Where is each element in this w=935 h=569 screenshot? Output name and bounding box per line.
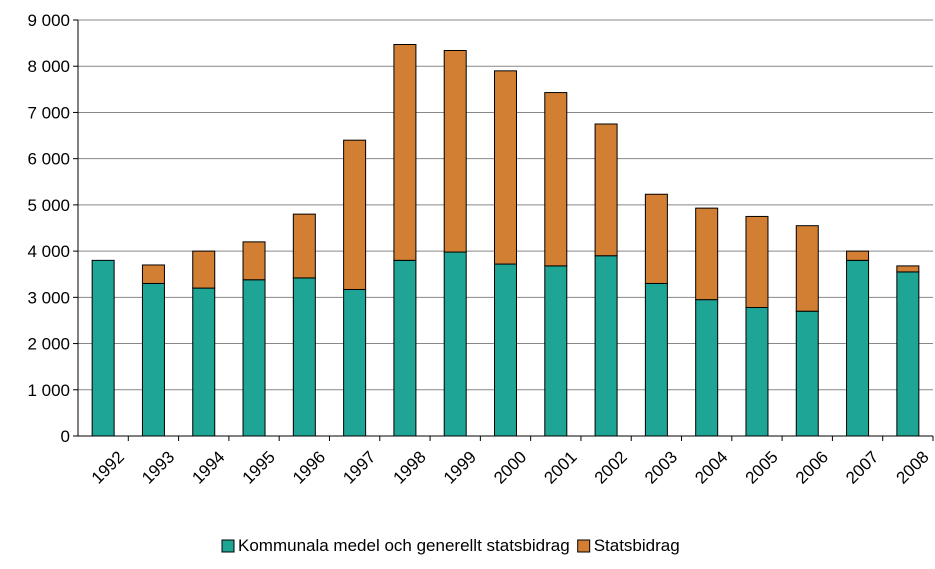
- bar-segment: [443, 251, 467, 437]
- bar-segment: [745, 215, 769, 309]
- bar-segment: [242, 279, 266, 437]
- y-tick-label: 7 000: [27, 103, 70, 122]
- x-tick-label: 1998: [390, 447, 430, 487]
- x-tick-label: 2005: [742, 447, 782, 487]
- bar-segment: [795, 310, 819, 437]
- bar-segment: [695, 207, 719, 301]
- bar-segment: [896, 271, 920, 437]
- bar-segment: [494, 70, 517, 265]
- bar-segment: [795, 225, 819, 312]
- x-tick-label: 2003: [641, 447, 681, 487]
- bar-segment: [494, 263, 517, 437]
- x-tick-label: 2007: [842, 447, 882, 487]
- x-tick-label: 2000: [490, 447, 530, 487]
- bar-segment: [393, 43, 417, 261]
- bar-segment: [846, 250, 870, 261]
- y-tick-label: 9 000: [27, 11, 70, 30]
- bar-segment: [846, 259, 870, 437]
- bar-segment: [644, 282, 668, 437]
- bar-segment: [745, 307, 769, 437]
- bar-segment: [544, 92, 568, 267]
- x-tick-label: 1994: [188, 447, 228, 487]
- bar-segment: [443, 50, 467, 253]
- x-tick-label: 2002: [591, 447, 631, 487]
- legend-swatch: [577, 539, 591, 553]
- x-tick-label: 1999: [440, 447, 480, 487]
- bar-segment: [141, 282, 165, 437]
- y-tick-label: 5 000: [27, 196, 70, 215]
- bar-segment: [343, 288, 367, 437]
- y-tick-label: 1 000: [27, 381, 70, 400]
- y-tick-label: 6 000: [27, 150, 70, 169]
- y-tick-label: 2 000: [27, 335, 70, 354]
- x-tick-label: 1997: [339, 447, 379, 487]
- bar-segment: [644, 193, 668, 284]
- x-tick-label: 1992: [88, 447, 128, 487]
- bar-segment: [896, 265, 920, 273]
- x-tick-label: 2001: [540, 447, 580, 487]
- bar-segment: [242, 241, 266, 281]
- legend-label: Statsbidrag: [594, 536, 680, 555]
- x-tick-label: 2006: [792, 447, 832, 487]
- bar-segment: [192, 287, 216, 437]
- y-tick-label: 3 000: [27, 288, 70, 307]
- bar-segment: [91, 259, 115, 437]
- x-tick-label: 1995: [239, 447, 279, 487]
- bar-segment: [192, 250, 216, 289]
- x-tick-label: 2008: [892, 447, 932, 487]
- y-tick-label: 8 000: [27, 57, 70, 76]
- legend-swatch: [221, 539, 235, 553]
- bar-segment: [292, 213, 316, 279]
- x-tick-label: 1996: [289, 447, 329, 487]
- bar-segment: [343, 139, 367, 290]
- legend-label: Kommunala medel och generellt statsbidra…: [238, 536, 570, 555]
- x-tick-label: 1993: [138, 447, 178, 487]
- x-tick-label: 2004: [691, 447, 731, 487]
- bar-segment: [393, 259, 417, 437]
- y-tick-label: 0: [61, 427, 70, 446]
- bar-segment: [695, 299, 719, 437]
- y-tick-label: 4 000: [27, 242, 70, 261]
- bar-segment: [544, 265, 568, 437]
- bar-segment: [141, 264, 165, 284]
- bar-segment: [292, 277, 316, 437]
- bar-segment: [594, 255, 618, 437]
- bar-segment: [594, 123, 618, 257]
